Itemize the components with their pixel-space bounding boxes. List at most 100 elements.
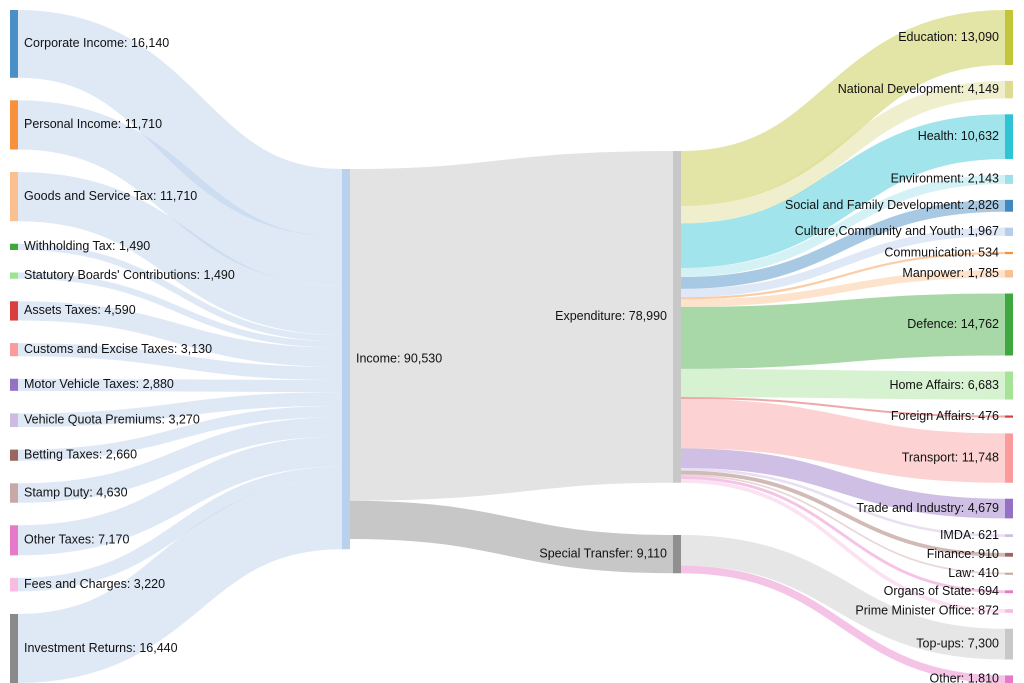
node-label-organs: Organs of State: 694 [884,584,999,598]
node-label-other: Other: 1,810 [930,671,1000,683]
node-quota[interactable] [10,413,18,428]
link-tgt-social [680,199,1006,289]
node-label-finance: Finance: 910 [927,547,999,561]
node-label-corporate: Corporate Income: 16,140 [24,36,169,50]
link-tgt-finance [680,470,1006,557]
node-national_dev[interactable] [1005,80,1013,99]
link-src-personal [17,100,343,286]
link-tgt-national_dev [680,80,1006,224]
node-label-fees: Fees and Charges: 3,220 [24,577,165,591]
node-other[interactable] [1005,675,1013,683]
node-topups[interactable] [1005,628,1013,660]
link-src-stamp [17,417,343,503]
node-label-national_dev: National Development: 4,149 [838,82,999,96]
node-label-social: Social and Family Development: 2,826 [785,198,999,212]
node-label-defence: Defence: 14,762 [907,317,999,331]
node-label-statutory: Statutory Boards' Contributions: 1,490 [24,268,235,282]
link-tgt-law [680,474,1006,575]
link-tgt-communication [680,251,1006,300]
link-tgt-home_affairs [680,368,1006,400]
node-education[interactable] [1005,10,1013,65]
link-inc-expenditure [349,151,674,501]
link-tgt-transport [680,398,1006,483]
node-label-quota: Vehicle Quota Premiums: 3,270 [24,413,200,427]
node-communication[interactable] [1005,251,1013,255]
node-label-special: Special Transfer: 9,110 [539,546,667,560]
node-label-withholding: Withholding Tax: 1,490 [24,239,150,253]
node-home_affairs[interactable] [1005,371,1013,400]
node-social[interactable] [1005,199,1013,212]
node-income[interactable] [342,169,350,550]
node-investment[interactable] [10,613,18,683]
link-src-statutory [17,272,343,348]
node-finance[interactable] [1005,552,1013,557]
node-organs[interactable] [1005,590,1013,594]
link-tgt-environment [680,174,1006,278]
node-label-health: Health: 10,632 [918,129,999,143]
link-inc-special [349,500,674,574]
link-src-corporate [16,10,344,237]
node-law[interactable] [1005,572,1013,575]
node-label-law: Law: 410 [948,566,999,580]
node-label-customs: Customs and Excise Taxes: 3,130 [24,342,212,356]
sankey-nodes [10,10,1013,683]
node-label-environment: Environment: 2,143 [891,172,999,186]
node-culture[interactable] [1005,227,1013,236]
node-label-gst: Goods and Service Tax: 11,710 [24,189,197,203]
node-trade[interactable] [1005,498,1013,519]
node-other_taxes[interactable] [10,525,18,556]
node-withholding[interactable] [10,243,18,250]
link-src-motor [17,378,343,393]
node-expenditure[interactable] [673,151,681,483]
link-src-investment [17,480,343,683]
link-tgt-manpower [680,270,1006,307]
node-foreign_affairs[interactable] [1005,415,1013,418]
link-src-withholding [17,243,343,342]
node-motor[interactable] [10,378,18,391]
link-tgt-pmo [680,479,1006,613]
link-tgt-imda [680,467,1006,537]
node-stamp[interactable] [10,483,18,503]
node-label-foreign_affairs: Foreign Affairs: 476 [891,409,999,423]
node-betting[interactable] [10,449,18,461]
link-src-assets [17,301,343,367]
node-label-home_affairs: Home Affairs: 6,683 [889,378,999,392]
node-label-manpower: Manpower: 1,785 [902,266,999,280]
node-corporate[interactable] [10,10,18,78]
node-label-investment: Investment Returns: 16,440 [24,641,178,655]
node-imda[interactable] [1005,534,1013,537]
sankey-labels: Corporate Income: 16,140 Personal Income:… [24,30,999,683]
link-tgt-foreign_affairs [680,396,1006,418]
node-transport[interactable] [1005,433,1013,483]
link-tgt-topups [680,535,1006,660]
node-label-income: Income: 90,530 [356,351,442,365]
node-label-assets: Assets Taxes: 4,590 [24,303,136,317]
node-manpower[interactable] [1005,270,1013,278]
node-health[interactable] [1005,114,1013,159]
node-label-transport: Transport: 11,748 [902,450,999,464]
node-statutory[interactable] [10,272,18,279]
node-pmo[interactable] [1005,609,1013,613]
link-tgt-education [680,10,1006,206]
node-label-culture: Culture,Community and Youth: 1,967 [795,224,999,238]
node-label-betting: Betting Taxes: 2,660 [24,447,137,461]
node-special[interactable] [673,535,681,574]
node-label-education: Education: 13,090 [898,30,999,44]
node-label-expenditure: Expenditure: 78,990 [555,309,667,323]
node-personal[interactable] [10,100,18,150]
link-src-gst [17,172,343,336]
node-defence[interactable] [1005,293,1013,356]
node-fees[interactable] [10,577,18,592]
node-environment[interactable] [1005,174,1013,184]
link-tgt-other [680,565,1006,683]
link-tgt-defence [680,293,1006,369]
node-customs[interactable] [10,343,18,357]
node-label-stamp: Stamp Duty: 4,630 [24,485,128,499]
link-tgt-health [680,114,1006,269]
link-tgt-organs [680,476,1006,594]
node-gst[interactable] [10,172,18,222]
node-assets[interactable] [10,301,18,321]
node-label-trade: Trade and Industry: 4,679 [856,501,999,515]
link-src-betting [17,405,343,461]
